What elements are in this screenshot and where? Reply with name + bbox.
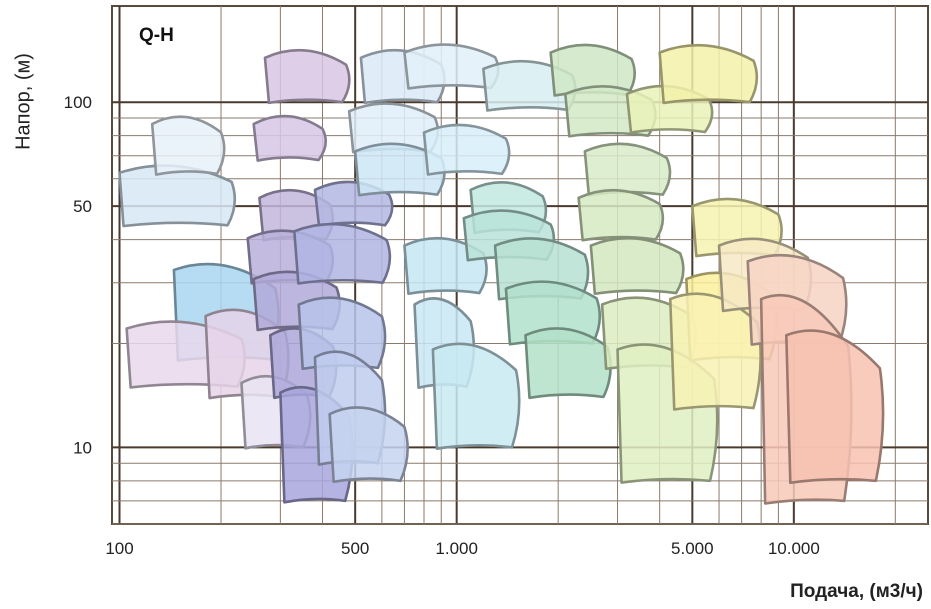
series-area-47 [785,329,885,485]
series-area-36 [589,236,685,296]
x-axis-label: Подача, (м3/ч) [790,581,923,602]
series-layer [118,43,885,505]
y-tick-labels: 100 50 10 [64,93,92,457]
series-area-1 [150,115,226,176]
x-tick-labels: 100 500 1.000 5.000 10.000 [105,539,820,558]
series-area-35 [577,188,665,242]
series-area-31 [524,327,612,400]
x-tick-label: 10.000 [768,539,820,558]
y-axis-label: Напор, (м) [12,53,35,150]
series-area-22 [422,123,511,176]
y-tick-label: 50 [73,197,92,216]
series-area-14 [293,222,392,285]
x-tick-label: 5.000 [671,539,714,558]
series-area-20 [353,142,446,197]
x-tick-label: 500 [341,539,369,558]
series-area-17 [328,406,409,484]
series-area-6 [263,48,351,105]
series-area-34 [583,142,672,197]
series-area-7 [252,114,327,162]
series-area-25 [431,342,521,451]
y-axis-label-wrap: Напор, (м) [4,0,44,609]
series-area-40 [658,43,759,105]
series-area-43 [668,292,762,411]
x-tick-label: 100 [105,539,133,558]
y-tick-label: 10 [73,438,92,457]
x-tick-label: 1.000 [435,539,478,558]
chart-title: Q-H [139,25,174,46]
y-tick-label: 100 [64,93,92,112]
